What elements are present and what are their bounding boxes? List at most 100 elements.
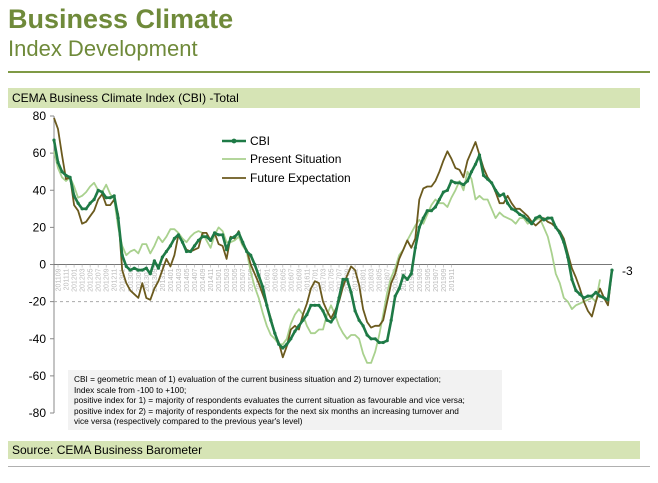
cbi-point [269,318,273,322]
cbi-point [160,255,164,259]
cbi-point [514,209,518,213]
cbi-point [148,272,152,276]
note-line: positive index for 2) = majority of resp… [74,405,459,416]
cbi-point [498,194,502,198]
x-tick-label: 201209 [104,268,111,291]
cbi-point [590,294,594,298]
cbi-point [80,207,84,211]
cbi-point [192,244,197,248]
cbi-point [317,303,321,307]
cbi-point [289,337,293,341]
cbi-point [469,170,474,174]
cbi-point [64,173,68,177]
cbi-point [578,292,582,296]
cbi-point [349,290,353,294]
cbi-point [345,277,349,281]
cbi-point [124,264,128,268]
cbi-point [506,201,510,205]
x-tick-label: 201205 [88,268,95,291]
x-tick-label: 201401 [168,268,175,291]
cbi-point [518,212,522,216]
x-tick-label: 201911 [449,268,456,291]
cbi-point [92,197,96,202]
cbi-point [445,188,449,192]
cbi-point [321,309,325,313]
cbi-point [586,294,590,298]
cbi-point [108,196,112,200]
cbi-point [490,181,494,185]
cbi-point [257,274,261,278]
y-tick-label: 0 [39,258,46,272]
x-tick-label: 201501 [216,268,223,291]
legend-marker [231,138,237,144]
cbi-point [413,246,417,250]
x-tick-label: 201405 [184,268,191,291]
cbi-point [325,318,329,322]
x-tick-label: 201705 [328,268,335,291]
legend-label: Future Expectation [250,171,351,185]
cbi-point [184,249,189,254]
cbi-point [52,138,56,142]
cbi-point [164,249,168,254]
cbi-point [566,255,570,259]
cbi-point [530,222,534,226]
cbi-point [221,233,225,237]
cbi-point [602,296,606,300]
page-subtitle: Index Development [8,36,198,61]
source-text: Source: CEMA Business Barometer [12,443,203,457]
cbi-point [285,342,289,346]
cbi-point [538,214,542,218]
series-line-present-situation [53,151,601,364]
x-tick-label: 201201 [72,268,79,291]
cbi-point [245,249,249,254]
cbi-point [72,194,76,198]
y-tick-label: -40 [29,332,47,346]
chart-title: CEMA Business Climate Index (CBI) -Total [12,91,239,105]
cbi-point [405,277,409,281]
cbi-point [217,233,221,237]
cbi-point [457,181,462,185]
x-tick-label: 201211 [112,268,119,291]
x-tick-label: 201305 [136,268,143,291]
cbi-point [68,175,72,179]
chart-note: CBI = geometric mean of 1) evaluation of… [68,370,502,430]
cbi-point [425,209,429,213]
cbi-point [96,188,100,192]
cbi-point [144,266,148,270]
x-tick-label: 201701 [312,268,319,291]
x-tick-label: 201303 [128,268,135,291]
footer-divider [8,466,650,467]
x-tick-label: 201909 [441,268,448,291]
x-tick-label: 201109 [56,268,63,291]
cbi-point [156,266,160,270]
x-tick-label: 201301 [120,268,127,291]
legend-label: Present Situation [250,152,341,166]
x-tick-label: 201609 [296,268,303,291]
x-tick-label: 201309 [152,268,159,291]
y-tick-label: 60 [33,146,47,160]
cbi-point [417,225,421,229]
cbi-point [104,196,108,200]
x-tick-label: 201607 [288,268,295,291]
cbi-point [389,318,393,322]
x-tick-label: 201703 [320,268,327,291]
cbi-point [241,240,245,244]
cbi-point [369,337,373,341]
cbi-point [486,177,490,181]
y-tick-label: 80 [33,109,47,123]
cbi-point [277,342,281,346]
x-tick-label: 201407 [192,268,199,291]
x-tick-label: 201905 [425,268,432,291]
cbi-point [542,218,546,222]
x-tick-label: 201203 [80,268,87,291]
cbi-point [526,218,530,222]
cbi-point [449,179,453,183]
cbi-point [429,209,433,213]
cbi-point [502,192,506,196]
cbi-point [546,216,550,220]
cbi-point [437,197,441,202]
page-title: Business Climate [8,4,234,34]
cbi-point [281,346,285,350]
cbi-point [253,262,257,267]
note-line: positive index for 1) = majority of resp… [74,395,465,406]
